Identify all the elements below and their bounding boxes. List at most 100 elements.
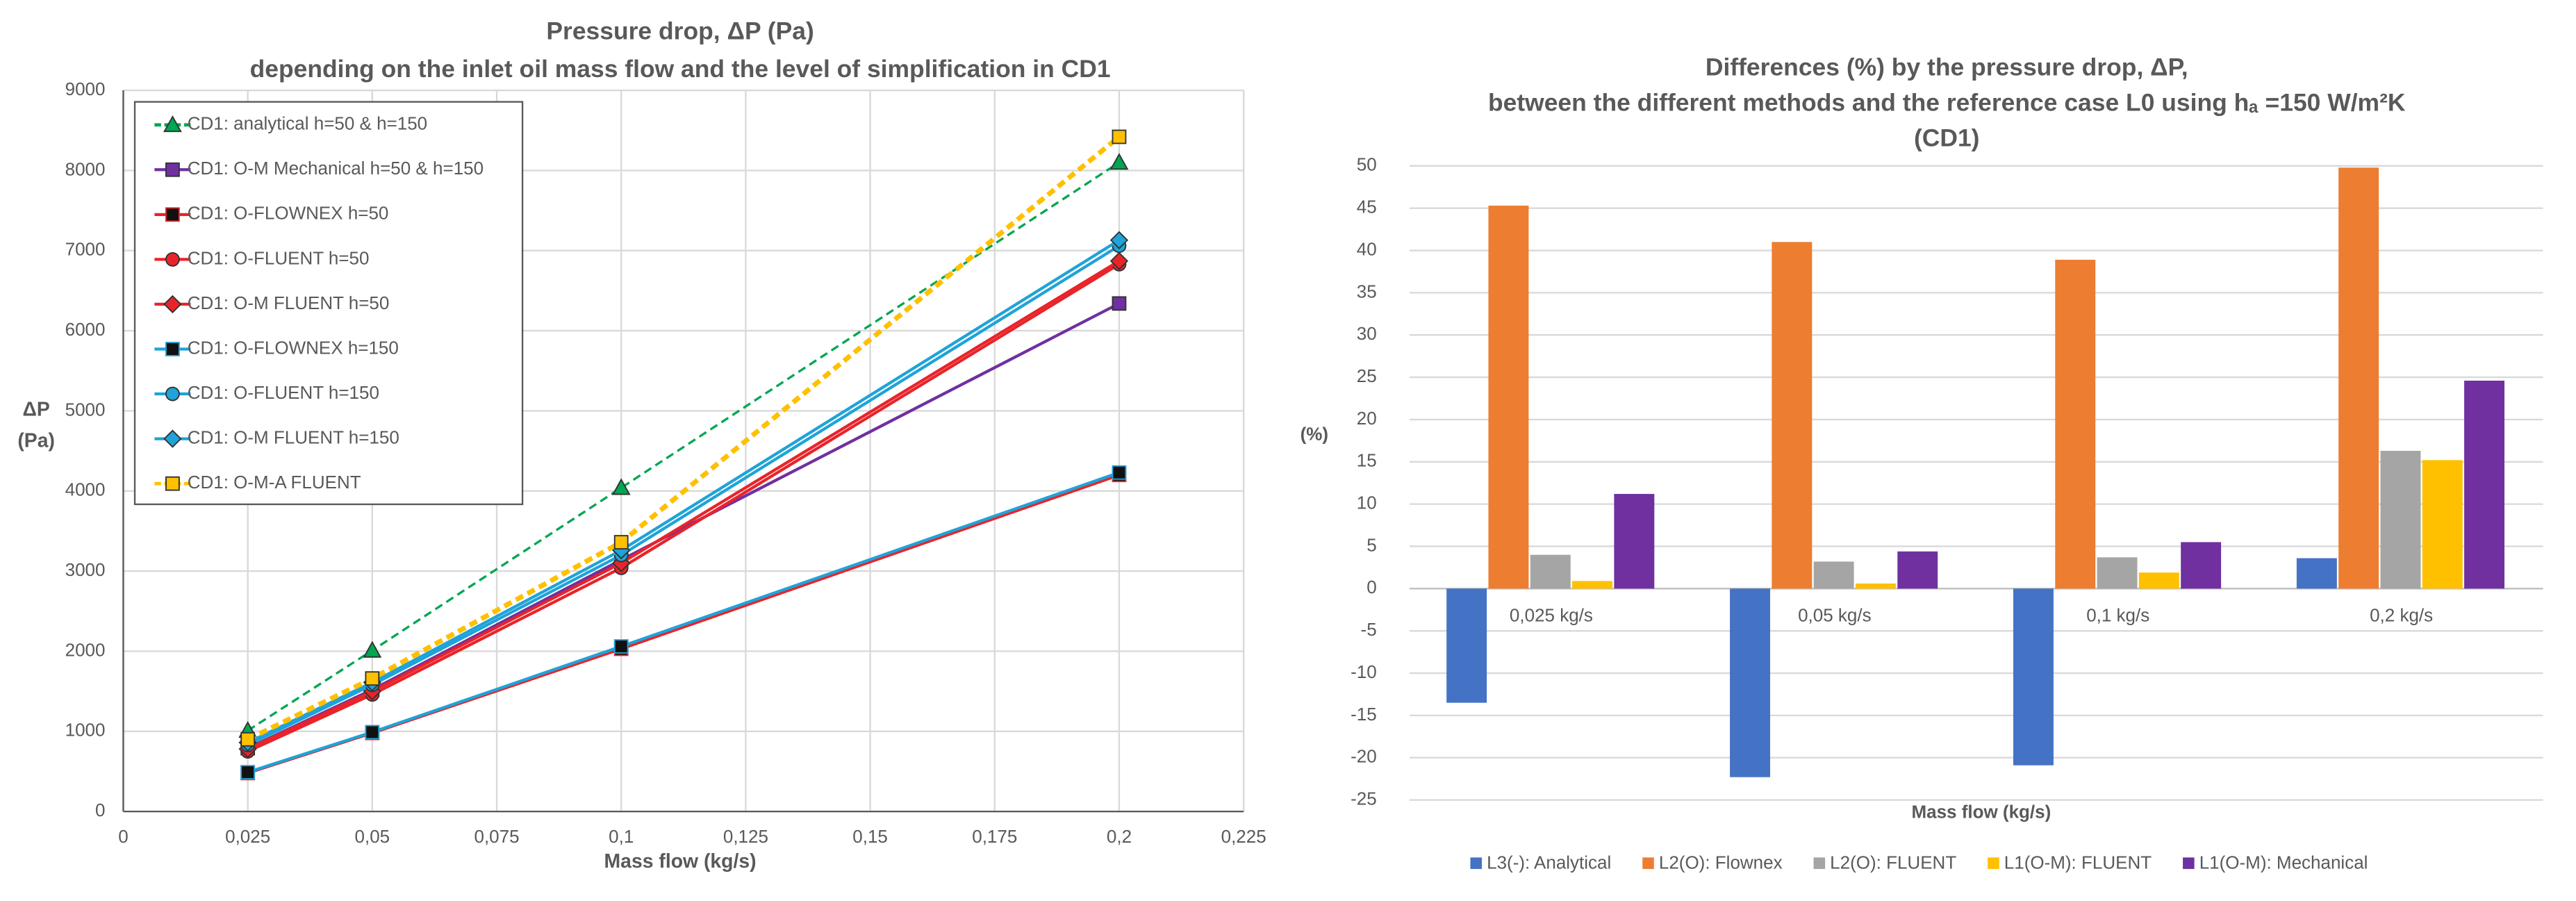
- marker: [1109, 251, 1129, 270]
- y-tick-label: 30: [1357, 323, 1377, 344]
- bar: [2097, 557, 2138, 589]
- series-line: [247, 161, 1120, 732]
- legend-marker: [163, 115, 182, 133]
- legend-label: CD1: O-M Mechanical h=50 & h=150: [188, 158, 484, 179]
- y-tick-label: 5000: [65, 399, 106, 420]
- marker: [1109, 153, 1129, 170]
- bar: [2338, 167, 2379, 589]
- chart-title: (CD1): [1914, 124, 1980, 151]
- x-tick-label: 0,1 kg/s: [2086, 604, 2149, 625]
- legend-label: CD1: O-M FLUENT h=150: [188, 427, 399, 447]
- series-line: [247, 245, 1121, 747]
- y-tick-label: 0: [1367, 577, 1376, 597]
- y-tick-label: 8000: [65, 158, 106, 179]
- y-axis-label: ΔP: [22, 399, 49, 421]
- bar: [1488, 206, 1529, 589]
- bar: [2380, 450, 2421, 589]
- x-tick-label: 0,15: [852, 826, 888, 847]
- series-line: [247, 263, 1121, 753]
- marker: [365, 671, 380, 686]
- marker: [1112, 129, 1127, 144]
- x-axis-label: Mass flow (kg/s): [1911, 801, 2051, 822]
- y-tick-label: 4000: [65, 479, 106, 500]
- legend-label: L2(O): Flownex: [1659, 852, 1783, 873]
- bar: [2055, 259, 2096, 589]
- legend-label: CD1: O-FLUENT h=50: [188, 247, 370, 268]
- marker: [1112, 465, 1127, 480]
- series-line: [247, 259, 1121, 751]
- y-axis-label: (Pa): [17, 430, 55, 452]
- legend-marker: [163, 429, 182, 448]
- legend-box: [133, 101, 524, 506]
- y-tick-label: -15: [1351, 704, 1377, 725]
- y-tick-label: 0: [95, 800, 105, 820]
- x-tick-label: 0,2 kg/s: [2370, 604, 2433, 625]
- legend-label: L3(-): Analytical: [1487, 852, 1611, 873]
- x-tick-label: 0,025 kg/s: [1510, 604, 1593, 625]
- bar: [1855, 584, 1896, 589]
- legend-marker: [165, 342, 180, 356]
- x-tick-label: 0,025: [225, 826, 270, 847]
- y-tick-label: 1000: [65, 720, 106, 741]
- legend-label: L2(O): FLUENT: [1830, 852, 1956, 873]
- legend-label: CD1: O-FLOWNEX h=150: [188, 337, 399, 358]
- y-axis-label: (%): [1301, 424, 1328, 445]
- x-axis-label: Mass flow (kg/s): [604, 850, 757, 873]
- marker: [240, 731, 256, 747]
- bar: [2296, 558, 2337, 589]
- chart-title: Differences (%) by the pressure drop, ΔP…: [1706, 53, 2188, 81]
- x-tick-label: 0: [118, 826, 128, 847]
- marker: [613, 639, 629, 654]
- bar: [1772, 242, 1813, 589]
- legend-swatch: [1813, 857, 1826, 869]
- series-line: [247, 238, 1121, 744]
- x-tick-label: 0,075: [474, 826, 519, 847]
- legend-swatch: [1642, 857, 1654, 869]
- bar: [1730, 588, 1771, 777]
- y-tick-label: -10: [1351, 661, 1377, 682]
- bar: [2422, 460, 2463, 589]
- y-tick-label: 9000: [65, 78, 106, 99]
- y-tick-label: 2000: [65, 639, 106, 660]
- legend-label: CD1: analytical h=50 & h=150: [188, 113, 427, 134]
- legend-label: CD1: O-M FLUENT h=50: [188, 292, 390, 313]
- bar: [1614, 494, 1655, 589]
- marker: [613, 535, 629, 549]
- x-tick-label: 0,2: [1107, 826, 1132, 847]
- y-tick-label: 45: [1357, 197, 1377, 217]
- bar: [1813, 561, 1854, 589]
- legend-marker: [165, 386, 180, 402]
- bar: [1897, 551, 1938, 589]
- y-tick-label: 25: [1357, 365, 1377, 386]
- legend-marker: [163, 295, 182, 314]
- legend-label: CD1: O-FLUENT h=150: [188, 382, 379, 403]
- marker: [365, 725, 380, 740]
- legend-swatch: [2183, 857, 2195, 869]
- series-line: [247, 471, 1120, 774]
- x-tick-label: 0,05: [355, 826, 390, 847]
- bar: [1530, 554, 1571, 589]
- legend-marker: [165, 251, 180, 267]
- legend-marker: [165, 476, 180, 491]
- legend-marker: [165, 207, 180, 222]
- bar: [1572, 581, 1613, 589]
- legend-marker: [165, 162, 180, 177]
- series-line: [247, 135, 1121, 742]
- x-tick-label: 0,125: [723, 826, 768, 847]
- legend-label: L1(O-M): FLUENT: [2004, 852, 2152, 873]
- y-tick-label: 50: [1357, 154, 1377, 175]
- legend-swatch: [1988, 857, 1999, 869]
- y-tick-label: -25: [1351, 788, 1377, 809]
- x-tick-label: 0,175: [972, 826, 1017, 847]
- marker: [240, 765, 256, 780]
- legend-label: L1(O-M): Mechanical: [2199, 852, 2368, 873]
- y-tick-label: 3000: [65, 559, 106, 580]
- bar: [2138, 572, 2179, 589]
- marker: [611, 478, 631, 495]
- chart-title: between the different methods and the re…: [1488, 89, 2406, 117]
- x-tick-label: 0,1: [609, 826, 634, 847]
- y-tick-label: 15: [1357, 450, 1377, 471]
- legend-label: CD1: O-M-A FLUENT: [188, 472, 361, 493]
